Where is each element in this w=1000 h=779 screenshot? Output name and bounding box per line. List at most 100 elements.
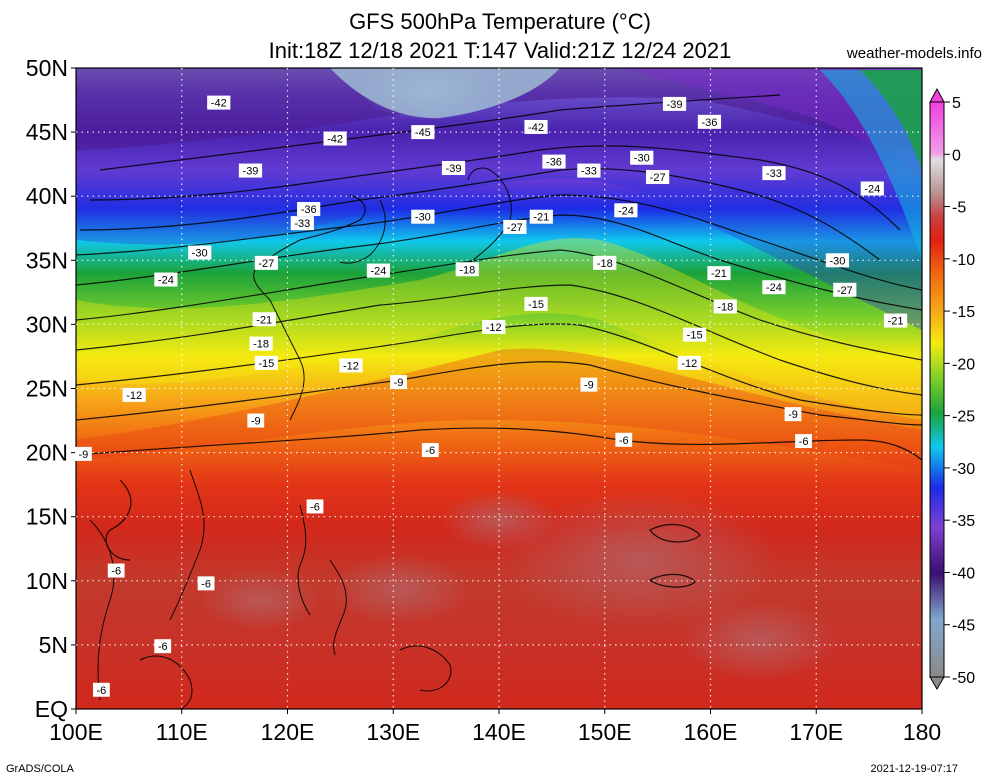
colorbar-bar xyxy=(929,101,945,678)
contour-label: -6 xyxy=(421,443,439,458)
lon-tick-label: 130E xyxy=(366,719,420,745)
lon-tick-label: 180 xyxy=(903,719,941,745)
lat-tick-label: 25N xyxy=(26,376,68,402)
contour-label-text: -33 xyxy=(294,218,310,230)
contour-label-text: -30 xyxy=(415,212,431,224)
coastlines xyxy=(89,167,512,709)
contour-label: -6 xyxy=(154,639,172,654)
colorbar: 5 0 -5 -10 -15 -20 -25 -30 -35 -40 -45 -50 xyxy=(929,87,975,690)
contour-label: -42 xyxy=(207,95,231,110)
contour-label-text: -12 xyxy=(126,390,142,402)
contour-label-text: -6 xyxy=(111,566,121,578)
contour-label-box xyxy=(249,336,273,351)
contour-label-text: -6 xyxy=(310,501,320,513)
footer-credit: GrADS/COLA xyxy=(6,763,74,775)
contour-label: -30 xyxy=(630,150,654,165)
contour-label-text: -9 xyxy=(584,380,594,392)
contour-labels: -42-42-45 -42-39-36-39 -39-36-33-30-27 -33-… xyxy=(75,95,908,697)
contour-label-text: -27 xyxy=(258,258,274,270)
contour-label: -9 xyxy=(75,446,92,461)
contour-label-text: -6 xyxy=(96,685,106,697)
contour-label: -24 xyxy=(860,181,884,196)
colorbar-bottom-arrow xyxy=(929,676,945,690)
contour-label: -27 xyxy=(254,255,278,270)
contour-label-text: -9 xyxy=(79,449,89,461)
contour-label-box xyxy=(825,253,849,268)
contour-label-text: -15 xyxy=(258,358,274,370)
lon-tick-label: 110E xyxy=(156,719,208,745)
contour-label-text: -12 xyxy=(681,358,697,370)
contour-label: -42 xyxy=(524,119,548,134)
contour-label-text: -6 xyxy=(201,578,211,590)
contour-label-box xyxy=(683,327,707,342)
contour-label-box xyxy=(630,150,654,165)
colorbar-tick-label: -45 xyxy=(952,618,975,635)
colorbar-tick-label: -20 xyxy=(952,356,975,373)
contour-label-box xyxy=(697,114,722,129)
contour-label-box xyxy=(188,245,212,260)
contour-label: -36 xyxy=(297,202,321,217)
contour-label-box xyxy=(677,355,701,370)
contour-label-box xyxy=(290,216,314,231)
contour-label-text: -33 xyxy=(766,168,782,180)
contour-label: -12 xyxy=(482,319,506,334)
lat-tick-label: 5N xyxy=(39,632,68,658)
colorbar-tick-label: -5 xyxy=(952,200,966,217)
contour-label: -24 xyxy=(154,272,178,287)
contour-label-text: -42 xyxy=(211,98,227,110)
contour-label-box xyxy=(441,160,466,175)
contour-label-text: -18 xyxy=(253,339,269,351)
contour-label-box xyxy=(646,169,670,184)
contour-label: -15 xyxy=(524,296,548,311)
map-subtitle-text: Init:18Z 12/18 2021 T:147 Valid:21Z 12/2… xyxy=(268,38,732,63)
contour-label-text: -24 xyxy=(618,205,634,217)
contour-label-box xyxy=(524,296,548,311)
colorbar-tick-label: -30 xyxy=(952,461,975,478)
contour-label: -27 xyxy=(503,219,527,234)
contour-label-box xyxy=(122,387,146,402)
contour-label: -39 xyxy=(441,160,466,175)
contour-label: -36 xyxy=(697,114,722,129)
contour-label-box xyxy=(411,209,435,224)
colorbar-tick-label: -40 xyxy=(952,565,975,582)
contour-label-box xyxy=(524,119,548,134)
colorbar-tick-label: -25 xyxy=(952,409,975,426)
contour-label: -9 xyxy=(784,407,802,422)
colorbar-top-arrow xyxy=(929,87,945,103)
contour-label: -21 xyxy=(529,209,553,224)
contour-label-text: -9 xyxy=(788,409,798,421)
contour-label-text: -39 xyxy=(446,163,462,175)
contour-label-box xyxy=(713,299,737,314)
contour-label-box xyxy=(154,272,178,287)
contour-label-text: -15 xyxy=(687,330,703,342)
contour-label-text: -45 xyxy=(415,127,431,139)
lat-tick-label: 20N xyxy=(26,440,68,466)
contour-label-text: -27 xyxy=(650,172,666,184)
colorbar-tick-label: -50 xyxy=(952,670,975,687)
lat-tick-label: 50N xyxy=(26,55,68,81)
colorbar-tick-label: 0 xyxy=(952,147,961,164)
contour-label-text: -18 xyxy=(459,264,475,276)
contour-label-text: -21 xyxy=(711,268,727,280)
colorbar-ticks: 5 0 -5 -10 -15 -20 -25 -30 -35 -40 -45 -50 xyxy=(944,95,975,687)
contour-label: -42 xyxy=(323,131,347,146)
contour-label: -6 xyxy=(92,682,110,697)
contour-label-text: -30 xyxy=(634,153,650,165)
map-subtitle: Init:18Z 12/18 2021 T:147 Valid:21Z 12/2… xyxy=(0,38,1000,64)
contour-label: -6 xyxy=(197,576,215,591)
contour-label: -21 xyxy=(883,313,908,328)
brand-watermark: weather-models.info xyxy=(846,45,982,62)
contour-label-text: -30 xyxy=(192,248,208,260)
contour-label: -36 xyxy=(542,154,566,169)
contour-label-box xyxy=(306,499,324,514)
contour-label-box xyxy=(254,255,278,270)
contour-label: -30 xyxy=(825,253,849,268)
contour-label-text: -24 xyxy=(864,184,880,196)
contour-label: -33 xyxy=(762,166,786,181)
contour-label-text: -21 xyxy=(533,212,549,224)
graticule xyxy=(76,68,922,709)
contour-label-box xyxy=(207,95,231,110)
contour-label-text: -18 xyxy=(717,301,733,313)
contour-label-box xyxy=(154,639,172,654)
